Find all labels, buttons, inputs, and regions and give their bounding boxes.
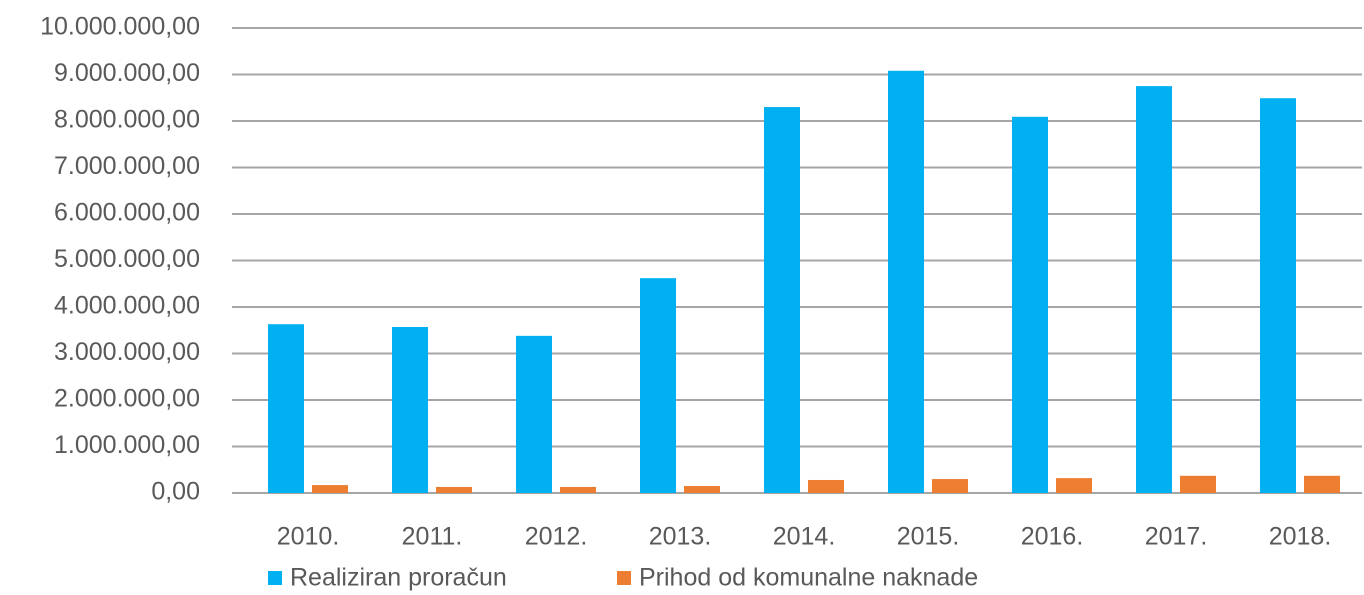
x-tick-label: 2018.	[1269, 523, 1332, 551]
bar	[764, 107, 800, 494]
x-tick-label: 2011.	[402, 523, 463, 551]
y-tick-label: 6.000.000,00	[54, 199, 200, 227]
bar	[516, 335, 552, 493]
bar	[436, 486, 472, 493]
bar	[1012, 116, 1048, 493]
bar	[312, 485, 348, 493]
y-tick-label: 9.000.000,00	[54, 59, 200, 87]
legend-label: Prihod od komunalne naknade	[639, 564, 978, 592]
bar	[392, 326, 428, 493]
y-tick-label: 3.000.000,00	[54, 338, 200, 366]
bar	[1136, 86, 1172, 493]
bar	[640, 278, 676, 493]
bar	[888, 70, 924, 493]
legend-swatch	[617, 571, 631, 585]
x-tick-label: 2010.	[277, 523, 340, 551]
bar	[268, 324, 304, 493]
y-tick-label: 5.000.000,00	[54, 245, 200, 273]
bar	[560, 486, 596, 493]
y-tick-label: 1.000.000,00	[54, 431, 200, 459]
legend-swatch	[268, 571, 282, 585]
x-tick-label: 2016.	[1021, 523, 1084, 551]
bar	[1180, 475, 1216, 493]
y-tick-label: 0,00	[151, 478, 200, 506]
y-tick-label: 2.000.000,00	[54, 385, 200, 413]
bar	[1056, 478, 1092, 493]
y-tick-label: 8.000.000,00	[54, 106, 200, 134]
x-tick-label: 2013.	[649, 523, 712, 551]
bar	[1260, 98, 1296, 493]
y-tick-label: 4.000.000,00	[54, 292, 200, 320]
x-tick-label: 2017.	[1145, 523, 1208, 551]
x-tick-label: 2014.	[773, 523, 836, 551]
y-tick-label: 7.000.000,00	[54, 152, 200, 180]
y-tick-label: 10.000.000,00	[40, 13, 200, 41]
bar	[684, 486, 720, 493]
bar	[1304, 475, 1340, 493]
x-tick-label: 2012.	[525, 523, 588, 551]
bar	[808, 479, 844, 493]
x-tick-label: 2015.	[897, 523, 960, 551]
bar	[932, 479, 968, 493]
legend-label: Realiziran proračun	[290, 564, 507, 592]
